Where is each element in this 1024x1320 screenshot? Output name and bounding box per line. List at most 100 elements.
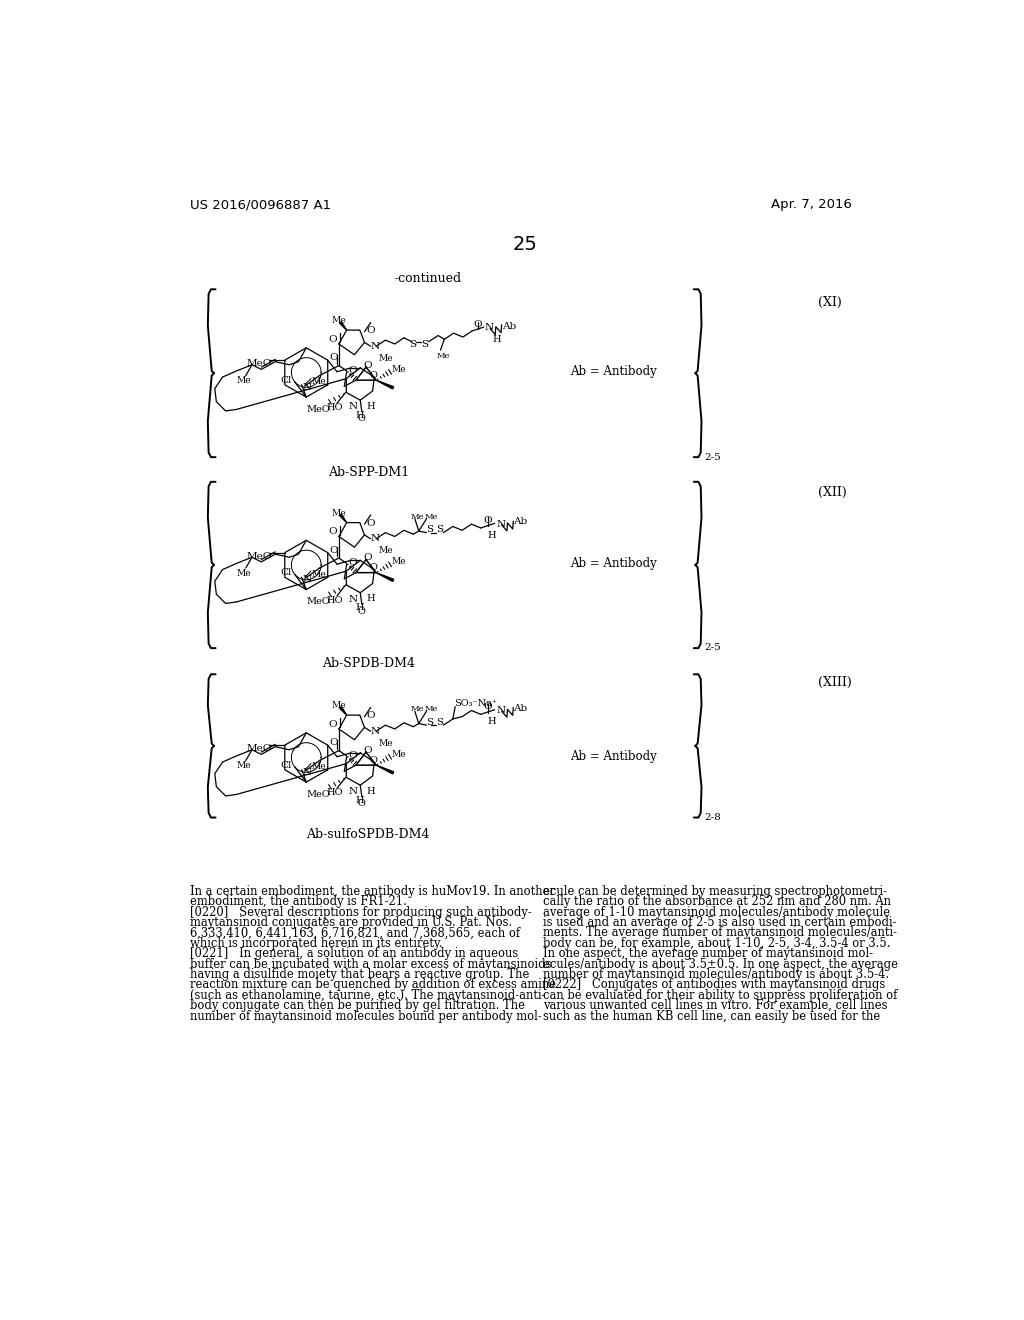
Text: 2-5: 2-5 [703,644,721,652]
Text: 2-8: 2-8 [703,813,721,822]
Text: H: H [367,594,375,603]
Text: embodiment, the antibody is FR1-21.: embodiment, the antibody is FR1-21. [190,895,407,908]
Text: Ab = Antibody: Ab = Antibody [569,364,656,378]
Text: (such as ethanolamine, taurine, etc.). The maytansinoid-anti-: (such as ethanolamine, taurine, etc.). T… [190,989,546,1002]
Text: H: H [493,335,501,345]
Polygon shape [340,515,347,523]
Text: O: O [328,719,337,729]
Text: Ab = Antibody: Ab = Antibody [569,557,656,570]
Text: O: O [370,756,378,764]
Text: Apr. 7, 2016: Apr. 7, 2016 [771,198,852,211]
Text: N: N [371,727,380,735]
Text: Me: Me [411,512,425,520]
Text: average of 1-10 maytansinoid molecules/antibody molecule: average of 1-10 maytansinoid molecules/a… [543,906,890,919]
Text: having a disulfide moiety that bears a reactive group. The: having a disulfide moiety that bears a r… [190,968,529,981]
Text: Me: Me [391,557,407,566]
Text: O: O [362,746,372,755]
Text: number of maytansinoid molecules bound per antibody mol-: number of maytansinoid molecules bound p… [190,1010,542,1023]
Text: 2-5: 2-5 [703,453,721,462]
Text: body can be, for example, about 1-10, 2-5, 3-4, 3.5-4 or 3.5.: body can be, for example, about 1-10, 2-… [543,937,890,950]
Text: O: O [330,738,338,747]
Text: O: O [328,335,337,343]
Polygon shape [340,322,347,330]
Text: various unwanted cell lines in vitro. For example, cell lines: various unwanted cell lines in vitro. Fo… [543,999,887,1012]
Text: Me: Me [311,570,326,578]
Text: H: H [487,531,496,540]
Text: S: S [436,525,443,535]
Text: S: S [436,718,443,726]
Text: O: O [483,702,493,711]
Text: Cl: Cl [281,568,292,577]
Text: can be evaluated for their ability to suppress proliferation of: can be evaluated for their ability to su… [543,989,897,1002]
Text: N: N [348,788,357,796]
Text: MeO: MeO [246,744,271,754]
Text: which is incorporated herein in its entirety.: which is incorporated herein in its enti… [190,937,442,950]
Text: [0220]   Several descriptions for producing such antibody-: [0220] Several descriptions for producin… [190,906,531,919]
Text: maytansinoid conjugates are provided in U.S. Pat. Nos.: maytansinoid conjugates are provided in … [190,916,512,929]
Text: Me: Me [331,701,346,710]
Text: S: S [409,341,416,350]
Text: N: N [484,323,494,333]
Text: Cl: Cl [281,760,292,770]
Text: O: O [362,360,372,370]
Text: O: O [366,711,375,721]
Text: Ab = Antibody: Ab = Antibody [569,750,656,763]
Text: Me: Me [331,317,346,325]
Text: (XII): (XII) [818,486,847,499]
Text: N: N [497,520,506,528]
Text: (XI): (XI) [818,296,842,309]
Text: Ab: Ab [513,517,527,527]
Text: N: N [348,403,357,412]
Text: O: O [328,527,337,536]
Text: O: O [348,558,356,568]
Text: MeO: MeO [306,598,330,606]
Text: cally the ratio of the absorbance at 252 nm and 280 nm. An: cally the ratio of the absorbance at 252… [543,895,891,908]
Text: S: S [421,341,428,350]
Text: H: H [367,401,375,411]
Text: H: H [487,718,496,726]
Text: [0222]   Conjugates of antibodies with maytansinoid drugs: [0222] Conjugates of antibodies with may… [543,978,885,991]
Text: 6,333,410, 6,441,163, 6,716,821, and 7,368,565, each of: 6,333,410, 6,441,163, 6,716,821, and 7,3… [190,927,520,940]
Text: Me: Me [379,546,393,556]
Text: 25: 25 [512,235,538,255]
Text: body conjugate can then be purified by gel filtration. The: body conjugate can then be purified by g… [190,999,525,1012]
Polygon shape [376,380,393,389]
Text: -continued: -continued [394,272,462,285]
Text: O: O [483,516,493,524]
Text: buffer can be incubated with a molar excess of maytansinoids: buffer can be incubated with a molar exc… [190,958,552,970]
Text: Ab-sulfoSPDB-DM4: Ab-sulfoSPDB-DM4 [306,829,430,841]
Text: N: N [371,535,380,544]
Text: Me: Me [436,351,451,359]
Text: number of maytansinoid molecules/antibody is about 3.5-4.: number of maytansinoid molecules/antibod… [543,968,889,981]
Text: US 2016/0096887 A1: US 2016/0096887 A1 [190,198,331,211]
Text: S: S [426,525,433,535]
Text: Me: Me [331,508,346,517]
Text: Me: Me [237,569,251,578]
Text: Me: Me [411,705,425,713]
Text: N: N [302,383,311,392]
Text: HO: HO [327,595,343,605]
Text: O: O [362,553,372,562]
Text: S: S [426,718,433,726]
Text: Ab: Ab [513,704,527,713]
Text: Ab-SPDB-DM4: Ab-SPDB-DM4 [322,657,415,671]
Text: is used and an average of 2-5 is also used in certain embodi-: is used and an average of 2-5 is also us… [543,916,896,929]
Text: O: O [330,545,338,554]
Text: Me: Me [425,512,438,520]
Polygon shape [376,573,393,581]
Text: ecule can be determined by measuring spectrophotometri-: ecule can be determined by measuring spe… [543,884,887,898]
Text: [0221]   In general, a solution of an antibody in aqueous: [0221] In general, a solution of an anti… [190,948,518,960]
Text: O: O [366,519,375,528]
Text: MeO: MeO [246,552,271,561]
Text: H: H [367,787,375,796]
Text: ecules/antibody is about 3.5±0.5. In one aspect, the average: ecules/antibody is about 3.5±0.5. In one… [543,958,898,970]
Text: N: N [302,768,311,776]
Text: Me: Me [237,376,251,385]
Text: Me: Me [379,739,393,748]
Text: O: O [370,564,378,573]
Text: Me: Me [237,762,251,771]
Text: Cl: Cl [281,376,292,384]
Text: (XIII): (XIII) [818,676,852,689]
Text: N: N [348,595,357,605]
Text: O: O [348,366,356,375]
